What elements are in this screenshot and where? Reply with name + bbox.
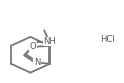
Text: N: N: [34, 58, 40, 67]
Text: NH: NH: [43, 37, 56, 46]
Text: HCl: HCl: [101, 35, 115, 44]
Text: O: O: [30, 42, 36, 51]
